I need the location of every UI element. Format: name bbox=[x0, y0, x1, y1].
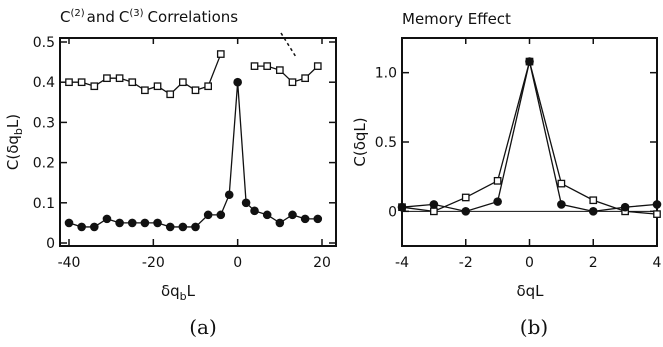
panel-b-xtick-label: -4 bbox=[395, 255, 409, 271]
panel-a-point-circle bbox=[191, 222, 200, 232]
panel-a-point-circle bbox=[313, 214, 323, 224]
panel-a-point-circle bbox=[250, 206, 259, 216]
panel-a-series-line-filled-circle bbox=[68, 82, 318, 228]
panel-b-point-circle bbox=[525, 57, 534, 66]
panel-b-point-square bbox=[461, 193, 470, 202]
panel-b-ytick-label: 1.0 bbox=[375, 66, 397, 82]
panel-a-point-circle bbox=[140, 218, 150, 228]
panel-a-point-circle bbox=[102, 214, 112, 224]
panel-a-point-circle bbox=[165, 222, 175, 232]
panel-a-point-circle bbox=[288, 210, 297, 220]
panel-b-label: (b) bbox=[520, 315, 548, 339]
panel-a-point-circle bbox=[224, 190, 234, 200]
panel-b-point-square bbox=[493, 176, 502, 185]
panel-a-point-square bbox=[216, 50, 225, 58]
panel-a-point-square bbox=[204, 82, 212, 91]
panel-a-point-square bbox=[250, 62, 259, 70]
panel-a-xlabel: δqbL bbox=[161, 282, 196, 303]
panel-b-point-square bbox=[430, 207, 438, 216]
panel-a-point-circle bbox=[216, 210, 226, 220]
panel-a-point-circle bbox=[153, 218, 162, 228]
panel-b-series-line-open-square bbox=[401, 59, 658, 215]
panel-a-point-square bbox=[313, 62, 322, 70]
panel-b-title: Memory Effect bbox=[402, 10, 511, 28]
panel-b-point-circle bbox=[557, 200, 566, 209]
panel-b-point-circle bbox=[588, 207, 598, 216]
panel-a-label: (a) bbox=[189, 315, 217, 339]
panel-b-point-square bbox=[557, 179, 566, 188]
panel-a-point-circle bbox=[203, 210, 213, 220]
panel-b-point-circle bbox=[429, 200, 439, 209]
panel-a-dashed-connector bbox=[280, 32, 297, 58]
panel-a-point-square bbox=[103, 74, 111, 83]
panel-a: C(2) and C(3) Correlations 0 0.1 0.2 0.3 0.4 0.5… bbox=[4, 8, 337, 339]
panel-b-point-circle bbox=[620, 202, 630, 212]
panel-a-point-square bbox=[263, 62, 272, 70]
panel-b-xtick-label: 2 bbox=[589, 255, 598, 271]
panel-b-point-circle bbox=[652, 200, 662, 209]
panel-a-point-circle bbox=[241, 198, 251, 208]
panel-a-xtick-label: -20 bbox=[142, 255, 165, 271]
panel-a-ylabel: C(δqbL) bbox=[4, 114, 25, 170]
panel-a-point-square bbox=[191, 86, 200, 95]
panel-b-frame bbox=[401, 37, 658, 247]
panel-b-xlabel: δqL bbox=[516, 282, 544, 300]
panel-a-ytick-label: 0.4 bbox=[33, 75, 55, 91]
panel-b-point-circle bbox=[397, 202, 407, 212]
panel-a-point-square bbox=[275, 66, 284, 74]
panel-a-point-square bbox=[178, 78, 187, 87]
panel-b-point-square bbox=[589, 196, 598, 205]
panel-a-xtick-label: 20 bbox=[313, 255, 331, 271]
panel-a-point-circle bbox=[64, 218, 74, 228]
panel-a-point-circle bbox=[77, 222, 86, 232]
panel-a-ytick-label: 0 bbox=[46, 236, 55, 252]
panel-a-point-square bbox=[77, 78, 86, 87]
panel-a-point-square bbox=[141, 86, 149, 95]
panel-a-ytick-label: 0.1 bbox=[33, 196, 55, 212]
panel-a-xtick-label: -40 bbox=[58, 255, 81, 271]
panel-a-point-circle bbox=[275, 218, 285, 228]
panel-b-point-square bbox=[653, 210, 661, 218]
panel-b-xtick-label: -2 bbox=[459, 255, 473, 271]
panel-b-xtick-label: 4 bbox=[653, 255, 662, 271]
panel-a-point-square bbox=[301, 74, 309, 83]
panel-a-point-square bbox=[65, 78, 73, 87]
panel-a-point-circle bbox=[127, 218, 137, 228]
panel-a-point-circle bbox=[300, 214, 310, 224]
panel-a-point-square bbox=[153, 82, 162, 91]
panel-a-title: C(2) and C(3) Correlations bbox=[60, 8, 238, 26]
panel-a-point-circle bbox=[115, 218, 124, 228]
panel-b-ylabel: C(δqL) bbox=[351, 117, 369, 166]
panel-b-ytick-label: 0.5 bbox=[375, 135, 397, 151]
panel-a-ytick-label: 0.5 bbox=[33, 35, 55, 51]
panel-a-point-square bbox=[90, 82, 99, 91]
panel-a-point-square bbox=[128, 78, 137, 87]
panel-a-xtick-label: 0 bbox=[233, 255, 242, 271]
panel-a-point-square bbox=[115, 74, 124, 83]
panel-b-ytick-label: 0 bbox=[388, 204, 397, 220]
panel-a-ytick-label: 0.3 bbox=[33, 115, 55, 131]
panel-a-frame bbox=[59, 37, 337, 247]
panel-b-xtick-label: 0 bbox=[525, 255, 534, 271]
panel-b-point-circle bbox=[461, 207, 471, 216]
panel-a-point-circle bbox=[178, 222, 188, 232]
panel-a-point-circle bbox=[262, 210, 272, 220]
panel-b-series-line-filled-circle bbox=[401, 61, 658, 213]
panel-a-ytick-label: 0.2 bbox=[33, 156, 55, 172]
panel-a-point-circle bbox=[90, 222, 99, 232]
panel-a-point-circle bbox=[233, 77, 242, 87]
panel-b: Memory Effect 0 0.5 1.0 -4 -2 0 2 4 C(δqL) δqL… bbox=[351, 10, 662, 339]
panel-a-point-square bbox=[288, 78, 297, 87]
panel-b-point-circle bbox=[493, 197, 502, 206]
panel-a-point-square bbox=[166, 90, 175, 99]
